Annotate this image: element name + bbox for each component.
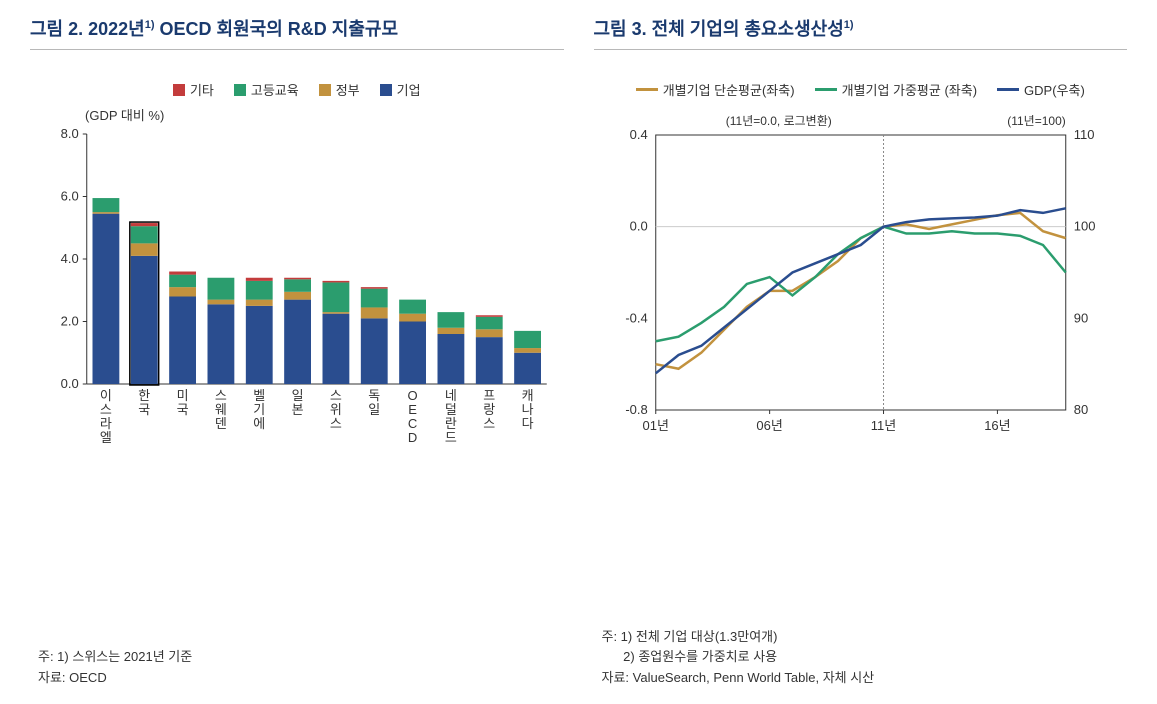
svg-text:스: 스 <box>100 402 112 417</box>
svg-text:6.0: 6.0 <box>61 189 79 204</box>
legend-swatch <box>234 84 246 96</box>
right-panel: 그림 3. 전체 기업의 총요소생산성1) 개별기업 단순평균(좌축)개별기업 … <box>594 15 1128 689</box>
right-line-chart: (11년=0.0, 로그변환) (11년=100) -0.8 -0.4 0.0 0.4 80… <box>594 105 1128 445</box>
legend-swatch <box>319 84 331 96</box>
svg-text:D: D <box>408 430 417 445</box>
svg-text:O: O <box>408 388 418 403</box>
svg-text:01년: 01년 <box>642 418 668 433</box>
right-legend: 개별기업 단순평균(좌축) 개별기업 가중평균 (좌축) GDP(우축) <box>594 80 1128 99</box>
svg-text:이: 이 <box>100 388 112 403</box>
svg-text:미: 미 <box>177 388 189 403</box>
legend-item: GDP(우축) <box>997 80 1085 99</box>
svg-text:E: E <box>408 402 417 417</box>
svg-text:라: 라 <box>100 416 112 431</box>
svg-text:덴: 덴 <box>215 416 227 431</box>
svg-text:90: 90 <box>1073 310 1087 325</box>
svg-text:C: C <box>408 416 417 431</box>
svg-text:0.4: 0.4 <box>629 127 647 142</box>
svg-text:0.0: 0.0 <box>61 376 79 391</box>
svg-text:스: 스 <box>483 416 495 431</box>
svg-text:16년: 16년 <box>984 418 1010 433</box>
svg-text:나: 나 <box>522 402 534 417</box>
left-bar-chart: 0.02.04.06.08.0이스라엘한국미국스웨덴벨기에일본스위스독일OECD… <box>30 124 564 464</box>
svg-text:11년: 11년 <box>870 418 895 433</box>
legend-item: 개별기업 가중평균 (좌축) <box>815 80 977 99</box>
svg-text:4.0: 4.0 <box>61 251 79 266</box>
left-footnote-source: 자료: OECD <box>30 668 564 689</box>
left-title-prefix: 그림 2. 2022년 <box>30 19 145 39</box>
svg-text:스: 스 <box>215 388 227 403</box>
right-title-prefix: 그림 3. 전체 기업의 총요소생산성 <box>594 19 844 39</box>
legend-line-swatch <box>815 88 837 91</box>
legend-label: 개별기업 가중평균 (좌축) <box>842 80 977 99</box>
left-footnote-note: 주: 1) 스위스는 2021년 기준 <box>30 647 564 668</box>
right-title-sup: 1) <box>844 19 854 31</box>
svg-text:80: 80 <box>1073 402 1087 417</box>
svg-text:캐: 캐 <box>522 388 534 403</box>
svg-text:프: 프 <box>483 388 495 403</box>
legend-label: 고등교육 <box>251 80 299 99</box>
svg-text:스: 스 <box>330 388 342 403</box>
legend-item: 개별기업 단순평균(좌축) <box>636 80 795 99</box>
svg-text:랑: 랑 <box>483 402 495 417</box>
right-title: 그림 3. 전체 기업의 총요소생산성1) <box>594 15 1128 50</box>
svg-text:웨: 웨 <box>215 402 227 417</box>
svg-text:국: 국 <box>138 402 150 417</box>
right-footnote-note2: 2) 종업원수를 가중치로 사용 <box>594 647 1128 668</box>
legend-item: 기타 <box>173 80 214 99</box>
right-footnote-note1: 주: 1) 전체 기업 대상(1.3만여개) <box>594 627 1128 648</box>
svg-text:위: 위 <box>330 402 342 417</box>
left-panel: 그림 2. 2022년1) OECD 회원국의 R&D 지출규모 기타 고등교육 정… <box>30 15 564 689</box>
svg-text:엘: 엘 <box>100 430 112 445</box>
svg-text:0.0: 0.0 <box>629 219 647 234</box>
svg-text:기: 기 <box>253 402 265 417</box>
svg-text:일: 일 <box>292 388 304 403</box>
left-footnote: 주: 1) 스위스는 2021년 기준 자료: OECD <box>30 647 564 689</box>
svg-text:110: 110 <box>1073 127 1094 142</box>
right-footnote: 주: 1) 전체 기업 대상(1.3만여개) 2) 종업원수를 가중치로 사용 … <box>594 627 1128 689</box>
left-title: 그림 2. 2022년1) OECD 회원국의 R&D 지출규모 <box>30 15 564 50</box>
legend-swatch <box>173 84 185 96</box>
legend-line-swatch <box>636 88 658 91</box>
svg-text:-0.8: -0.8 <box>625 402 647 417</box>
legend-label: GDP(우축) <box>1024 80 1085 99</box>
svg-text:06년: 06년 <box>756 418 782 433</box>
svg-text:본: 본 <box>292 402 304 417</box>
legend-label: 기업 <box>397 80 421 99</box>
svg-text:100: 100 <box>1073 219 1095 234</box>
svg-text:한: 한 <box>138 388 150 403</box>
svg-text:에: 에 <box>253 416 265 431</box>
legend-item: 고등교육 <box>234 80 299 99</box>
legend-item: 정부 <box>319 80 360 99</box>
right-footnote-source: 자료: ValueSearch, Penn World Table, 자체 시산 <box>594 668 1128 689</box>
svg-text:-0.4: -0.4 <box>625 310 647 325</box>
svg-text:독: 독 <box>368 388 380 403</box>
legend-item: 기업 <box>380 80 421 99</box>
legend-label: 개별기업 단순평균(좌축) <box>663 80 795 99</box>
legend-line-swatch <box>997 88 1019 91</box>
svg-text:(11년=0.0, 로그변환): (11년=0.0, 로그변환) <box>725 114 831 128</box>
svg-text:다: 다 <box>522 416 534 431</box>
svg-text:8.0: 8.0 <box>61 126 79 141</box>
legend-label: 정부 <box>336 80 360 99</box>
svg-text:란: 란 <box>445 416 457 431</box>
svg-text:덜: 덜 <box>445 402 457 417</box>
svg-text:일: 일 <box>368 402 380 417</box>
svg-text:벨: 벨 <box>253 388 265 403</box>
left-title-sup: 1) <box>145 19 155 31</box>
left-legend: 기타 고등교육 정부 기업 <box>30 80 564 99</box>
svg-text:드: 드 <box>445 430 457 445</box>
svg-text:네: 네 <box>445 388 457 403</box>
legend-label: 기타 <box>190 80 214 99</box>
svg-text:(11년=100): (11년=100) <box>1007 114 1066 128</box>
svg-text:국: 국 <box>177 402 189 417</box>
svg-text:스: 스 <box>330 416 342 431</box>
left-title-suffix: OECD 회원국의 R&D 지출규모 <box>155 19 399 39</box>
svg-text:2.0: 2.0 <box>61 314 79 329</box>
left-ylabel: (GDP 대비 %) <box>85 105 564 124</box>
legend-swatch <box>380 84 392 96</box>
